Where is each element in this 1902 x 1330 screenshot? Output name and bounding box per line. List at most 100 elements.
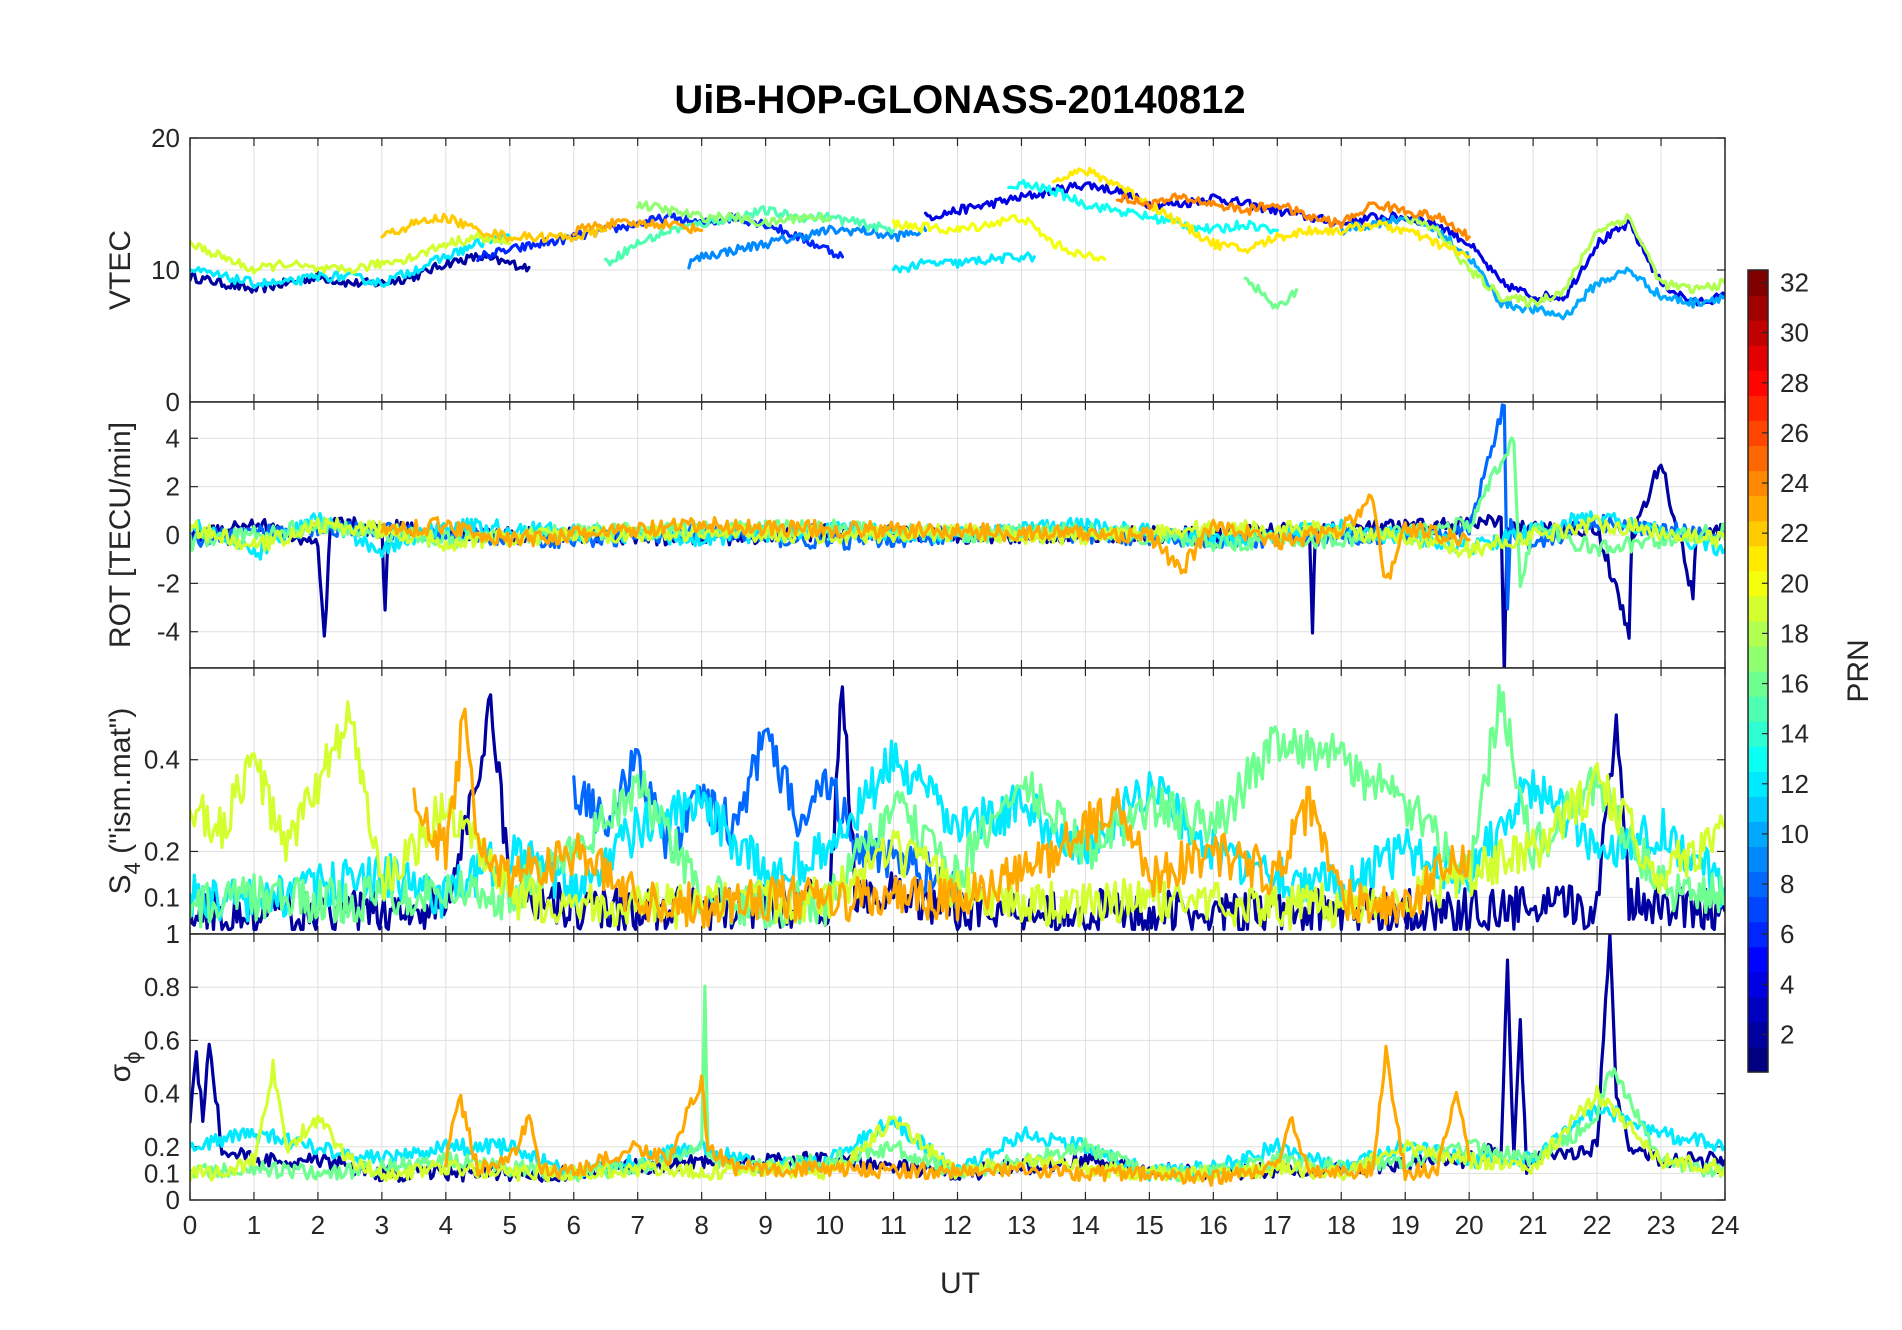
colorbar-swatch	[1748, 470, 1768, 497]
colorbar-swatch	[1748, 846, 1768, 873]
colorbar-swatch	[1748, 696, 1768, 722]
trace-prn-21	[1051, 166, 1471, 260]
x-tick-label: 13	[1007, 1210, 1036, 1240]
colorbar-swatch	[1748, 971, 1768, 998]
subplot-1: 0 10 20 VTEC	[104, 123, 1726, 417]
x-tick-label: 3	[375, 1210, 389, 1240]
colorbar-tick-label: 16	[1780, 669, 1809, 699]
trace-prn-6	[476, 211, 845, 263]
colorbar-swatch	[1748, 921, 1768, 948]
colorbar-swatch	[1748, 320, 1768, 346]
x-tick-label: 23	[1647, 1210, 1676, 1240]
trace-prn-9	[687, 224, 928, 270]
trace-prn-23	[412, 707, 1471, 929]
x-tick-label: 18	[1327, 1210, 1356, 1240]
subplot-3: 0.1 0.2 0.4S4 ("ism.mat")	[104, 667, 1726, 935]
colorbar-swatch	[1748, 671, 1768, 697]
colorbar-tick-label: 6	[1780, 919, 1794, 949]
colorbar-tick-label: 14	[1780, 719, 1809, 749]
colorbar-swatch	[1748, 395, 1768, 421]
subplot-2: -4 -2 0 2 4 ROT [TECU/min]	[104, 401, 1726, 669]
colorbar-tick-label: 2	[1780, 1019, 1794, 1049]
colorbar-tick-label: 24	[1780, 468, 1809, 498]
y-tick-label: 0.8	[144, 972, 180, 1002]
colorbar-swatch	[1748, 595, 1768, 622]
colorbar-tick-label: 26	[1780, 418, 1809, 448]
colorbar-swatch	[1748, 570, 1768, 597]
x-tick-label: 10	[815, 1210, 844, 1240]
colorbar-tick-label: 20	[1780, 568, 1809, 598]
colorbar-frame	[1747, 269, 1769, 1073]
y-tick-label: 0	[166, 1185, 180, 1215]
trace-prn-23	[572, 217, 704, 237]
colorbar-swatch	[1748, 645, 1768, 672]
traces	[190, 934, 1725, 1187]
traces	[190, 683, 1725, 932]
x-tick-label: 4	[439, 1210, 453, 1240]
colorbar-tick-label: 30	[1780, 318, 1809, 348]
colorbar-tick-label: 18	[1780, 618, 1809, 648]
x-tick-label: 17	[1263, 1210, 1292, 1240]
colorbar-swatch	[1748, 445, 1768, 472]
x-tick-label: 24	[1711, 1210, 1740, 1240]
colorbar-swatch	[1748, 620, 1768, 647]
trace-prn-2	[190, 685, 1725, 932]
y-tick-label: 1	[166, 919, 180, 949]
y-tick-label: 4	[166, 423, 180, 453]
x-tick-label: 14	[1071, 1210, 1100, 1240]
x-axis-label: UT	[940, 1267, 980, 1300]
x-tick-labels: 0 1 2 3 4 5 6 7 8 9 10 11 12 13 14 15 16 17 18 19 20 21 22 23 24	[183, 1210, 1740, 1240]
colorbar-tick-label: 4	[1780, 969, 1794, 999]
y-tick-label: 2	[166, 472, 180, 502]
colorbar-tick-label: 28	[1780, 368, 1809, 398]
colorbar-swatch	[1748, 520, 1768, 547]
trace-prn-13	[1007, 178, 1279, 235]
colorbar-swatch	[1748, 896, 1768, 923]
subplot-4: 00.10.2 0.4 0.6 0.8 1 σϕ	[104, 919, 1726, 1215]
y-axis-label: S4 ("ism.mat")	[104, 708, 145, 895]
x-tick-label: 7	[630, 1210, 644, 1240]
colorbar-tick-label: 10	[1780, 819, 1809, 849]
x-tick-label: 11	[880, 1210, 907, 1240]
trace-prn-16	[1243, 276, 1299, 310]
x-tick-label: 2	[311, 1210, 325, 1240]
x-tick-label: 19	[1391, 1210, 1420, 1240]
trace-prn-16	[190, 436, 1725, 589]
trace-prn-4	[923, 181, 1725, 307]
colorbar-swatch	[1748, 1021, 1768, 1048]
colorbar-swatch	[1748, 746, 1768, 772]
trace-prn-24	[1115, 192, 1471, 242]
trace-prn-12	[891, 251, 1036, 274]
colorbar-swatch	[1748, 370, 1768, 396]
trace-prn-20	[891, 214, 1107, 262]
x-tick-label: 20	[1455, 1210, 1484, 1240]
colorbar-swatch	[1748, 771, 1768, 797]
x-tick-label: 16	[1199, 1210, 1228, 1240]
colorbar-swatch	[1748, 345, 1768, 371]
y-tick-label: -2	[157, 568, 180, 598]
trace-prn-18	[1403, 213, 1725, 308]
y-tick-label: 0.1	[144, 882, 180, 912]
trace-prn-22	[380, 212, 608, 244]
colorbar-swatch	[1748, 495, 1768, 522]
x-tick-label: 6	[567, 1210, 581, 1240]
x-tick-label: 15	[1135, 1210, 1164, 1240]
y-tick-label: 0.4	[144, 745, 180, 775]
y-tick-label: 20	[151, 123, 180, 153]
trace-prn-23	[380, 493, 1471, 580]
trace-prn-19	[190, 231, 512, 275]
trace-prn-2	[190, 252, 531, 294]
trace-prn-23	[444, 1044, 1471, 1187]
y-tick-label: 0.1	[144, 1158, 180, 1188]
x-tick-label: 0	[183, 1210, 197, 1240]
y-tick-label: 0.4	[144, 1079, 180, 1109]
colorbar-swatch	[1748, 821, 1768, 848]
y-axis-label: σϕ	[104, 1052, 145, 1083]
colorbar-tick-label: 32	[1780, 268, 1809, 298]
chart-title: UiB-HOP-GLONASS-20140812	[674, 78, 1245, 122]
x-tick-label: 5	[503, 1210, 517, 1240]
colorbar-swatch	[1748, 545, 1768, 572]
trace-prn-12	[190, 233, 512, 290]
colorbar-label: PRN	[1842, 639, 1875, 702]
